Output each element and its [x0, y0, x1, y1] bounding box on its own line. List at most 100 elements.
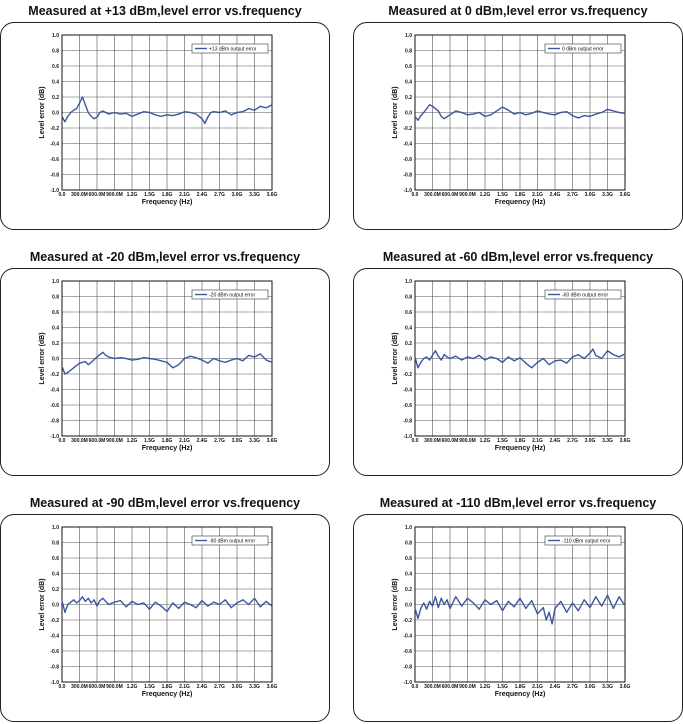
data-point — [519, 111, 521, 114]
data-point — [259, 606, 261, 608]
y-tick-label: 0.2 — [52, 587, 59, 593]
data-point — [571, 115, 574, 117]
x-tick-label: 300.0M — [424, 192, 441, 198]
y-tick-label: 0.0 — [405, 602, 412, 608]
data-point — [64, 611, 66, 613]
data-point — [93, 118, 95, 120]
data-point — [172, 115, 174, 117]
y-tick-label: -0.8 — [403, 172, 412, 178]
y-tick-label: -0.4 — [50, 141, 59, 147]
x-tick-label: 2.1G — [532, 438, 543, 444]
y-tick-label: 0.8 — [52, 294, 59, 300]
data-point — [449, 357, 451, 360]
data-point — [490, 114, 492, 116]
y-tick-label: -0.8 — [50, 664, 59, 670]
y-tick-label: -0.6 — [50, 403, 59, 409]
legend: -20 dBm output error — [191, 289, 269, 300]
data-point — [242, 360, 244, 362]
x-tick-label: 3.0G — [232, 438, 243, 444]
data-point — [560, 359, 562, 361]
data-point — [577, 610, 579, 612]
data-point — [612, 607, 614, 609]
y-tick-label: 0.8 — [405, 294, 412, 300]
chart-title: Measured at -60 dBm,level error vs.frequ… — [382, 250, 654, 264]
data-point — [271, 361, 273, 363]
data-point — [466, 356, 469, 358]
data-point — [583, 357, 585, 360]
data-point — [131, 359, 133, 361]
data-point — [519, 357, 521, 359]
plot-area-border — [414, 34, 626, 191]
data-point — [571, 356, 574, 358]
data-point — [148, 357, 151, 360]
data-point — [207, 116, 209, 118]
legend-box — [544, 289, 622, 300]
data-point — [536, 361, 539, 363]
y-tick-label: 0.6 — [52, 310, 59, 316]
y-tick-label: 0.4 — [52, 325, 59, 331]
data-point — [472, 357, 474, 360]
plot-area-border — [61, 34, 273, 191]
x-tick-label: 600.0M — [442, 438, 459, 444]
data-point — [99, 111, 101, 114]
y-axis-label: Level error (dB) — [392, 332, 399, 384]
x-tick-label: 1.2G — [127, 684, 138, 690]
data-point — [271, 605, 273, 607]
data-point — [431, 605, 434, 607]
data-point — [253, 356, 256, 358]
y-tick-label: -0.8 — [403, 664, 412, 670]
data-point — [606, 594, 609, 596]
data-point — [73, 109, 75, 111]
line-chart: 0.0 300.0M 600.0M 900.0M 1.2G 1.5G 1.8G 2.1G 2.4… — [39, 525, 278, 698]
chart-frame — [353, 22, 683, 230]
x-tick-label: 2.1G — [532, 684, 543, 690]
data-point — [577, 354, 579, 356]
x-tick-label: 1.8G — [515, 438, 526, 444]
data-point — [113, 357, 116, 360]
data-point — [525, 607, 527, 609]
y-tick-label: 1.0 — [52, 33, 59, 39]
data-point — [195, 607, 197, 609]
y-tick-label: 1.0 — [52, 279, 59, 285]
data-point — [548, 364, 550, 366]
data-point — [70, 369, 72, 371]
data-point — [67, 603, 69, 606]
x-tick-label: 3.6G — [620, 438, 631, 444]
x-tick-label: 600.0M — [89, 684, 106, 690]
y-tick-label: 0.0 — [405, 110, 412, 116]
data-point — [119, 357, 121, 359]
x-tick-label: 0.0 — [412, 684, 419, 690]
data-point — [496, 600, 498, 602]
line-chart: 0.0 300.0M 600.0M 900.0M 1.2G 1.5G 1.8G 2.1G 2.4… — [39, 279, 278, 452]
data-point — [224, 361, 226, 363]
x-tick-label: 300.0M — [71, 192, 88, 198]
x-tick-label: 900.0M — [106, 438, 123, 444]
y-tick-label: 0.4 — [405, 79, 412, 85]
data-point — [443, 603, 445, 606]
chart-title: Measured at +13 dBm,level error vs.frequ… — [28, 4, 302, 18]
x-tick-label: 3.3G — [249, 192, 260, 198]
data-point — [507, 356, 509, 358]
data-point — [84, 104, 86, 106]
y-tick-label: 0.6 — [52, 64, 59, 70]
y-axis-label: Level error (dB) — [39, 86, 46, 138]
data-point — [143, 602, 145, 604]
data-point — [105, 354, 107, 356]
chart-title: Measured at -110 dBm,level error vs.freq… — [379, 496, 657, 510]
data-point — [210, 111, 212, 114]
data-point — [265, 359, 267, 361]
data-point — [259, 105, 261, 107]
legend-label: -20 dBm output error — [209, 293, 255, 299]
x-tick-label: 3.0G — [585, 192, 596, 198]
x-tick-label: 2.7G — [567, 684, 578, 690]
chart-frame — [0, 514, 330, 722]
data-point — [84, 600, 86, 602]
legend-box — [544, 535, 622, 546]
data-point — [606, 350, 609, 352]
y-tick-label: 0.0 — [405, 356, 412, 362]
data-point — [218, 603, 221, 606]
data-point — [554, 607, 556, 609]
data-point — [414, 607, 416, 609]
x-tick-label: 600.0M — [89, 192, 106, 198]
data-point — [501, 610, 504, 612]
